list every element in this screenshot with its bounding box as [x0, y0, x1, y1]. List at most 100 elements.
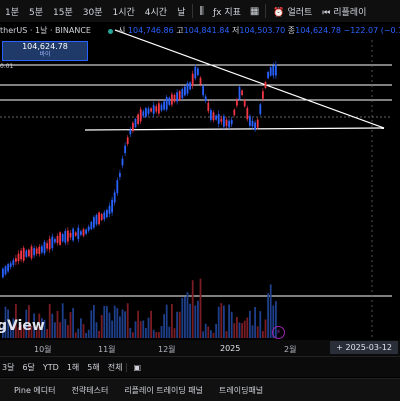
candle-body — [145, 108, 147, 117]
layout-icon[interactable]: ▦ — [249, 5, 260, 17]
symbol-name[interactable]: therUS · 1날 · BINANCE — [0, 26, 91, 35]
candle-body — [230, 119, 233, 125]
volume-bar — [33, 313, 35, 338]
candle-body — [207, 102, 210, 111]
crosshair-date: 2025-03-12 — [345, 343, 393, 352]
low-prefix: 저 — [232, 26, 240, 35]
volume-bar — [251, 325, 254, 338]
candle-body — [59, 232, 61, 245]
volume-bar — [139, 321, 142, 338]
volume-bar — [134, 321, 137, 338]
interval-1m[interactable]: 1분 — [5, 7, 20, 18]
candle-body — [20, 250, 22, 260]
candle-body — [210, 110, 212, 120]
candle-body — [126, 137, 129, 145]
candle-body — [189, 82, 191, 90]
candle-body — [80, 231, 82, 235]
candle-body — [30, 246, 33, 259]
tab-strategy-tester[interactable]: 전략테스터 — [71, 385, 109, 395]
volume-bar — [243, 320, 246, 338]
candle-body — [95, 215, 98, 225]
range-all[interactable]: 전체 — [107, 362, 123, 372]
range-6m[interactable]: 6달 — [22, 362, 35, 372]
volume-bar — [126, 303, 129, 338]
open-prefix: 시 — [118, 26, 126, 35]
volume-bar — [220, 303, 223, 338]
candle-body — [93, 217, 95, 228]
interval-5m[interactable]: 5분 — [29, 7, 44, 18]
volume-bar — [199, 278, 202, 338]
close-value: 104,624.78 — [295, 26, 341, 35]
indicators-label: 지표 — [224, 7, 241, 18]
volume-bar — [48, 303, 51, 338]
candle-body — [262, 91, 264, 99]
interval-15m[interactable]: 15분 — [53, 7, 73, 18]
candle-body — [2, 268, 4, 278]
replay-button[interactable]: ⏮ 리플레이 — [317, 5, 371, 18]
tab-pine-editor[interactable]: Pine 에디터 — [14, 385, 56, 395]
volume-bar — [43, 319, 46, 338]
volume-bar — [103, 305, 106, 338]
range-1y[interactable]: 1해 — [66, 362, 80, 372]
price-tag[interactable]: 104,624.78 바이 — [2, 41, 88, 61]
candle-body — [191, 73, 194, 87]
volume-bar — [12, 318, 15, 338]
calendar-icon[interactable]: ▣ — [126, 362, 147, 372]
candle-body — [108, 205, 111, 214]
volume-bar — [22, 326, 25, 338]
tab-replay-trading[interactable]: 리플레이 트레이딩 패널 — [124, 385, 203, 395]
candle-body — [38, 246, 41, 254]
replay-icon: ⏮ — [322, 7, 334, 18]
time-label-oct: 10월 — [34, 345, 52, 354]
candle-body — [85, 229, 87, 234]
interval-1h[interactable]: 1시간 — [112, 7, 135, 18]
volume-bar — [210, 330, 212, 338]
candle-body — [184, 86, 186, 96]
volume-bar — [236, 317, 238, 338]
candle-body — [82, 229, 85, 236]
volume-bar — [184, 296, 186, 338]
candle-body — [103, 212, 106, 220]
range-ytd[interactable]: YTD — [42, 362, 59, 372]
volume-bar — [38, 313, 41, 338]
volume-bar — [132, 332, 134, 338]
range-5y[interactable]: 5해 — [87, 362, 100, 372]
trendline-upper[interactable] — [114, 29, 385, 129]
candle-body — [176, 92, 178, 102]
volume-bar — [77, 328, 80, 338]
volume-bar — [51, 313, 54, 338]
tab-trading-panel[interactable]: 트레이딩패널 — [219, 385, 264, 395]
interval-4h[interactable]: 4시간 — [144, 7, 168, 18]
candle-body — [204, 96, 207, 102]
change-value: −122.07 (−0.12%) — [343, 26, 400, 35]
candle-body — [220, 118, 223, 122]
interval-1d[interactable]: 날 — [177, 7, 186, 18]
volume-bar — [142, 320, 145, 338]
volume-bar — [160, 326, 163, 338]
price-tag-value: 104,624.78 — [22, 42, 68, 51]
interval-30m[interactable]: 30분 — [82, 7, 103, 18]
indicators-button[interactable]: ƒx 지표 — [208, 5, 246, 18]
volume-bar — [191, 280, 194, 338]
trendline-lower[interactable] — [84, 127, 385, 131]
candle-type-icon[interactable]: ⫼ — [199, 5, 204, 17]
volume-bar — [30, 325, 33, 338]
volume-bar — [2, 325, 4, 338]
volume-bar — [67, 325, 69, 338]
candle-body — [43, 241, 46, 254]
volume-bar — [116, 308, 119, 338]
candle-body — [124, 145, 126, 154]
volume-bar — [163, 314, 165, 338]
candle-body — [129, 129, 132, 135]
alert-button[interactable]: ⏰ 얼러트 — [268, 5, 317, 18]
candle-body — [137, 114, 139, 124]
volume-bar — [137, 310, 139, 338]
range-3m[interactable]: 3달 — [2, 362, 15, 372]
volume-bar — [108, 312, 111, 338]
candle-body — [139, 109, 142, 122]
volume-bar — [56, 310, 59, 338]
volume-bar — [124, 311, 126, 338]
volume-bar — [228, 304, 230, 338]
lightning-icon[interactable]: ⚡ — [272, 326, 285, 339]
